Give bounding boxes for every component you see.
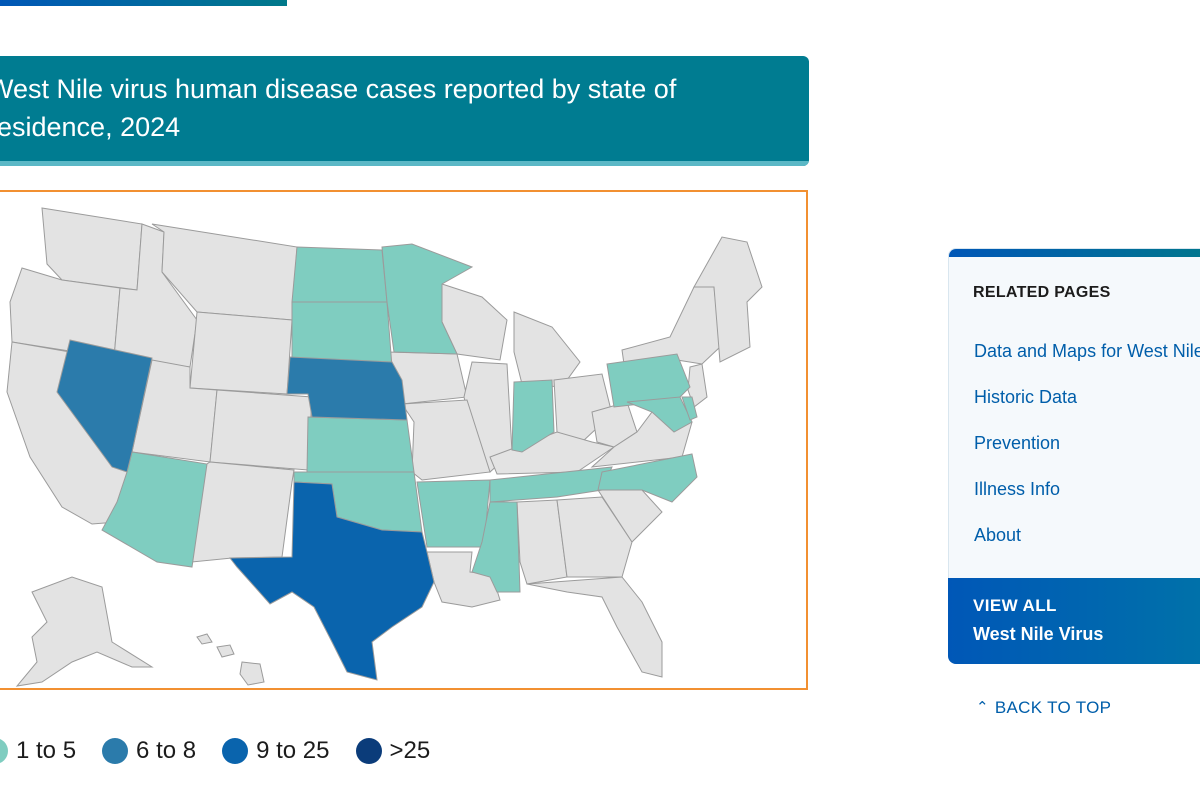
states-9-to-25 — [228, 481, 435, 681]
state-north-carolina[interactable] — [597, 453, 698, 503]
legend-swatch — [355, 738, 382, 764]
states-no-cases — [6, 207, 763, 687]
states-1-to-5 — [101, 243, 698, 593]
state-indiana[interactable] — [511, 379, 555, 453]
banner-stripe — [0, 161, 809, 166]
top-accent-bar — [0, 0, 287, 6]
back-to-top-link[interactable]: ⌃ BACK TO TOP — [976, 698, 1111, 718]
state-north-dakota[interactable] — [291, 246, 388, 303]
legend-label: 6 to 8 — [136, 737, 197, 764]
state-texas[interactable] — [228, 481, 435, 681]
legend-swatch — [222, 738, 249, 764]
related-link-about[interactable]: About — [974, 525, 1022, 545]
state-michigan[interactable] — [513, 311, 581, 388]
state-delaware[interactable] — [681, 396, 698, 421]
states-6-to-8 — [56, 339, 408, 473]
state-pennsylvania[interactable] — [606, 353, 691, 408]
view-all-label: VIEW ALL — [973, 596, 1057, 615]
map-title-banner: West Nile virus human disease cases repo… — [0, 56, 809, 166]
state-louisiana[interactable] — [426, 551, 501, 608]
legend-label: >25 — [389, 737, 431, 764]
state-kansas[interactable] — [306, 416, 415, 473]
related-pages-heading: RELATED PAGES — [973, 284, 1111, 301]
state-new-york[interactable] — [621, 286, 721, 365]
legend-swatch — [102, 738, 129, 764]
state-alaska[interactable] — [15, 576, 154, 687]
legend-item-over-25: >25 — [355, 737, 431, 765]
state-new-mexico[interactable] — [191, 461, 295, 563]
state-nebraska[interactable] — [286, 356, 408, 421]
state-georgia[interactable] — [556, 496, 633, 578]
related-link-data-and-maps[interactable]: Data and Maps for West Nile — [974, 341, 1200, 361]
related-link-prevention[interactable]: Prevention — [974, 433, 1061, 453]
state-colorado[interactable] — [209, 389, 313, 471]
state-arizona[interactable] — [101, 451, 208, 568]
state-tennessee[interactable] — [489, 466, 613, 503]
map-title: West Nile virus human disease cases repo… — [0, 74, 677, 142]
state-mississippi[interactable] — [471, 501, 521, 593]
state-new-england[interactable] — [693, 236, 763, 363]
us-choropleth-map — [0, 190, 808, 690]
legend-item-1-to-5: 1 to 5 — [0, 737, 76, 765]
view-all-button[interactable]: VIEW ALL West Nile Virus — [948, 578, 1200, 664]
state-hawaii[interactable] — [196, 633, 265, 686]
legend-swatch — [0, 738, 8, 764]
state-missouri[interactable] — [401, 399, 491, 481]
state-nevada[interactable] — [56, 339, 153, 473]
chevron-up-icon: ⌃ — [976, 699, 989, 716]
legend-label: 1 to 5 — [16, 737, 77, 764]
legend-label: 9 to 25 — [256, 737, 330, 764]
related-link-historic-data[interactable]: Historic Data — [974, 387, 1078, 407]
state-south-dakota[interactable] — [291, 301, 393, 368]
state-alabama[interactable] — [516, 499, 568, 585]
state-florida[interactable] — [526, 576, 663, 678]
legend-item-6-to-8: 6 to 8 — [102, 737, 196, 765]
state-minnesota[interactable] — [381, 243, 474, 355]
card-accent-bar — [949, 249, 1200, 257]
state-maryland[interactable] — [626, 396, 693, 433]
state-arkansas[interactable] — [416, 479, 491, 548]
back-to-top-label: BACK TO TOP — [994, 698, 1112, 717]
map-legend: 1 to 5 6 to 8 9 to 25 >25 — [0, 735, 456, 767]
view-all-target: West Nile Virus — [973, 624, 1104, 644]
map-svg — [6, 207, 763, 687]
state-wyoming[interactable] — [189, 311, 293, 395]
state-washington[interactable] — [41, 207, 143, 291]
related-pages-list: Data and Maps for West Nile Historic Dat… — [974, 336, 1200, 566]
legend-item-9-to-25: 9 to 25 — [222, 737, 330, 765]
related-link-illness-info[interactable]: Illness Info — [974, 479, 1061, 499]
